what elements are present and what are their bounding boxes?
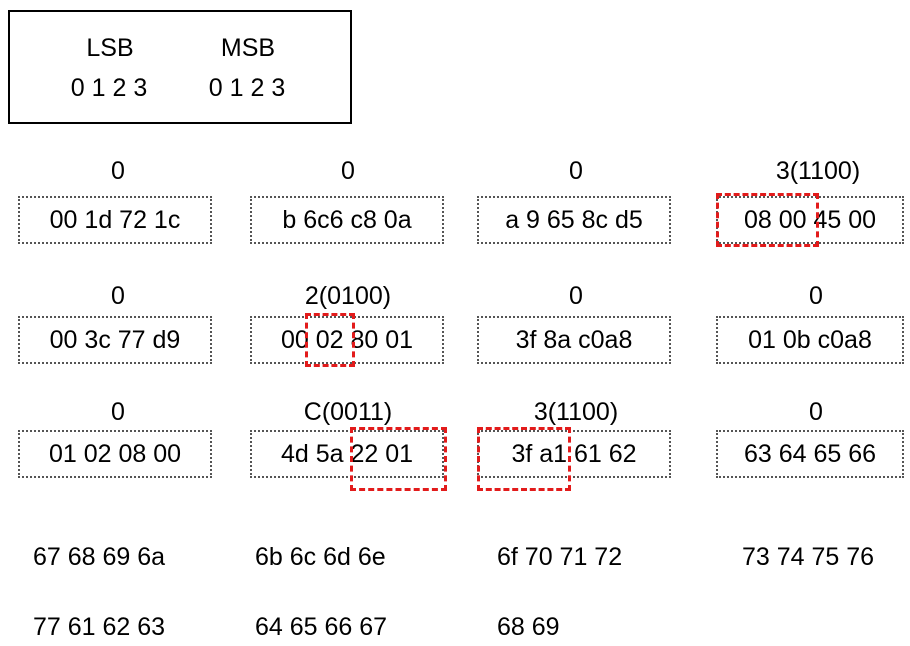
nibble-label: 0: [569, 157, 583, 185]
highlight-box: [305, 313, 355, 367]
nibble-label: 3(1100): [775, 157, 861, 185]
hex-word-cell: 08 00 45 00: [716, 196, 904, 244]
hex-word-text: 6f 70 71 72: [497, 543, 623, 571]
hex-word-cell: 01 0b c0a8: [716, 316, 904, 364]
hex-word-cell: 00 02 80 01: [250, 316, 444, 364]
hex-word-cell: b 6c6 c8 0a: [250, 196, 444, 244]
nibble-label: 0: [569, 282, 583, 310]
hex-word-cell: a 9 65 8c d5: [477, 196, 671, 244]
hex-word-cell: 63 64 65 66: [716, 430, 904, 478]
highlight-box: [350, 427, 447, 491]
msb-bit-indices: 0 1 2 3: [208, 74, 286, 102]
nibble-label: 0: [809, 398, 823, 426]
hex-word-cell: 01 02 08 00: [18, 430, 212, 478]
hex-word-text: 67 68 69 6a: [33, 543, 166, 571]
hex-word-text: 77 61 62 63: [33, 613, 166, 641]
bit-order-legend: LSB MSB 0 1 2 3 0 1 2 3: [8, 10, 352, 124]
lsb-label: LSB: [86, 34, 134, 62]
nibble-label: 0: [341, 157, 355, 185]
hex-word-text: 6b 6c 6d 6e: [255, 543, 386, 571]
msb-label: MSB: [220, 34, 276, 62]
nibble-label: 3(1100): [533, 398, 619, 426]
nibble-label: 0: [111, 398, 125, 426]
hex-word-cell: 00 1d 72 1c: [18, 196, 212, 244]
hex-word-text: 68 69: [497, 613, 560, 641]
nibble-label: 0: [111, 157, 125, 185]
hex-word-cell: 4d 5a 22 01: [250, 430, 444, 478]
hex-word-text: 64 65 66 67: [255, 613, 388, 641]
nibble-label: C(0011): [303, 398, 393, 426]
hex-word-cell: 00 3c 77 d9: [18, 316, 212, 364]
nibble-label: 0: [111, 282, 125, 310]
hex-word-text: 73 74 75 76: [742, 543, 875, 571]
hex-word-cell: 3f 8a c0a8: [477, 316, 671, 364]
highlight-box: [716, 193, 819, 247]
highlight-box: [477, 427, 571, 491]
nibble-label: 2(0100): [304, 282, 392, 310]
nibble-label: 0: [809, 282, 823, 310]
lsb-bit-indices: 0 1 2 3: [70, 74, 148, 102]
